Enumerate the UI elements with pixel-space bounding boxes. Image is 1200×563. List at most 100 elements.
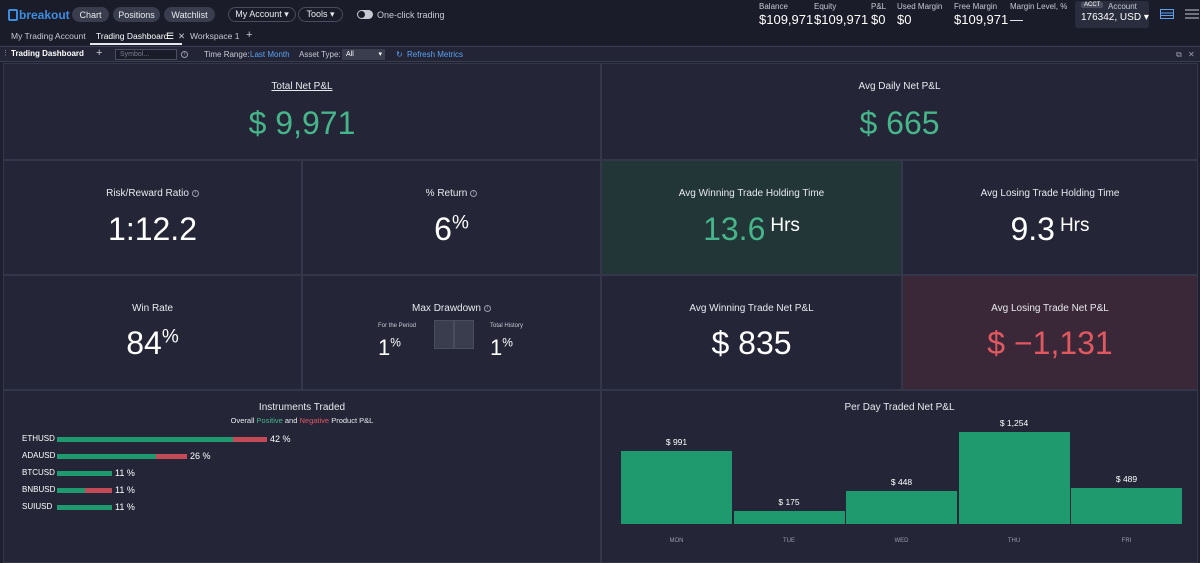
used-margin-metric: Used Margin $0: [897, 2, 942, 27]
one-click-toggle[interactable]: [357, 10, 373, 19]
drawdown-swatch-right: [454, 320, 474, 349]
instrument-pct: 26 %: [190, 451, 211, 461]
account-label: Account: [1108, 2, 1137, 11]
add-widget-icon[interactable]: +: [96, 47, 103, 59]
subtitle-negative: Negative: [299, 416, 330, 425]
win-rate-label: Win Rate: [131, 303, 174, 314]
drawdown-history-value: 1: [490, 335, 503, 360]
asset-type-select[interactable]: All: [342, 49, 385, 60]
risk-reward-info-icon[interactable]: i: [191, 189, 199, 197]
drawdown-swatch-left: [434, 320, 454, 349]
instrument-name: ADAUSD: [22, 451, 56, 460]
account-selector[interactable]: ACCT Account 176342, USD ▾: [1075, 1, 1149, 28]
time-range-label: Time Range:: [204, 50, 250, 59]
toolbar-title: Trading Dashboard: [11, 49, 84, 58]
refresh-metrics-button[interactable]: Refresh Metrics: [407, 50, 464, 59]
subtitle-positive: Positive: [256, 416, 283, 425]
chart-value-label: $ 448: [890, 477, 913, 488]
chart-bar[interactable]: [846, 491, 957, 524]
avg-win-hold-value: 13.6: [703, 211, 766, 247]
chart-value-label: $ 1,254: [999, 418, 1029, 428]
tab-close-icon[interactable]: ✕: [178, 31, 186, 41]
pct-return-label: % Return: [425, 188, 468, 199]
drawdown-period-label: For the Period: [378, 323, 417, 329]
balance-value: $109,971: [759, 12, 814, 27]
one-click-label: One-click trading: [377, 10, 445, 20]
avg-win-hold-value-wrap: 13.6 Hrs: [601, 211, 902, 248]
instrument-pct: 11 %: [115, 502, 135, 512]
time-range-value[interactable]: Last Month: [250, 50, 290, 59]
popout-icon[interactable]: ⧉: [1176, 50, 1182, 59]
chart-button[interactable]: Chart: [72, 7, 109, 22]
symbol-input[interactable]: Symbol...: [115, 49, 177, 60]
tab-trading-dashboard[interactable]: Trading Dashboard: [96, 31, 169, 41]
top-bar: breakout Chart Positions Watchlist My Ac…: [0, 0, 1200, 30]
drawdown-history-unit: %: [502, 335, 513, 350]
max-drawdown-info-icon[interactable]: i: [483, 304, 491, 312]
equity-value: $109,971: [814, 12, 869, 27]
avg-loss-net-label: Avg Losing Trade Net P&L: [991, 303, 1109, 314]
layout-icon[interactable]: [1160, 9, 1174, 19]
chart-category-label: WED: [894, 538, 909, 544]
instrument-name: BNBUSD: [22, 485, 56, 494]
win-rate-value: 84: [126, 325, 162, 361]
win-rate-value-wrap: 84%: [3, 325, 302, 362]
win-rate-panel: [3, 275, 302, 390]
instrument-negative-bar: [233, 437, 267, 442]
avg-win-net-panel: [601, 275, 902, 390]
drawdown-history-wrap: 1%: [490, 335, 513, 361]
app-logo[interactable]: breakout: [8, 8, 70, 22]
close-panel-icon[interactable]: ✕: [1188, 50, 1195, 59]
free-margin-label: Free Margin: [954, 2, 998, 11]
instrument-name: BTCUSD: [22, 468, 55, 477]
chart-bar[interactable]: [1071, 488, 1182, 524]
margin-level-value: —: [1010, 12, 1023, 27]
chart-bar[interactable]: [621, 451, 732, 524]
max-drawdown-label: Max Drawdown: [412, 303, 481, 314]
add-tab-icon[interactable]: +: [246, 29, 253, 41]
menu-icon[interactable]: [1185, 9, 1199, 19]
avg-loss-hold-unit: Hrs: [1059, 215, 1090, 236]
instrument-name: ETHUSD: [22, 434, 55, 443]
info-icon[interactable]: i: [181, 51, 188, 58]
balance-label: Balance: [759, 2, 788, 11]
equity-label: Equity: [814, 2, 837, 11]
avg-loss-hold-panel: [902, 160, 1198, 275]
used-margin-value: $0: [897, 12, 912, 27]
tools-menu[interactable]: Tools ▾: [298, 7, 343, 22]
tab-menu-icon[interactable]: ☰: [166, 31, 175, 41]
account-value: 176342, USD ▾: [1081, 12, 1149, 23]
pl-label: P&L: [871, 2, 887, 11]
active-tab-indicator: [90, 43, 182, 45]
watchlist-button[interactable]: Watchlist: [164, 7, 215, 22]
free-margin-value: $109,971: [954, 12, 1009, 27]
instrument-pct: 11 %: [115, 468, 135, 478]
avg-win-hold-panel: [601, 160, 902, 275]
refresh-icon[interactable]: ↻: [396, 50, 403, 59]
chart-bar[interactable]: [733, 511, 845, 524]
pl-value: $0: [871, 12, 886, 27]
instrument-pct: 42 %: [270, 434, 291, 444]
per-day-chart-title: Per Day Traded Net P&L: [844, 402, 955, 413]
tab-workspace-1[interactable]: Workspace 1: [190, 31, 240, 41]
my-account-menu[interactable]: My Account ▾: [228, 7, 296, 22]
instrument-positive-bar: [57, 471, 112, 476]
positions-button[interactable]: Positions: [113, 7, 160, 22]
tab-my-trading-account[interactable]: My Trading Account: [11, 31, 86, 41]
avg-daily-net-pl-panel: [601, 63, 1198, 160]
balance-metric: Balance $109,971: [759, 2, 813, 27]
pct-return-info-icon[interactable]: i: [470, 189, 478, 197]
equity-metric: Equity $109,971: [814, 2, 868, 27]
total-net-pl-value: $ 9,971: [248, 105, 356, 141]
chart-bar[interactable]: [958, 432, 1070, 524]
drawdown-history-label: Total History: [490, 323, 524, 329]
drag-handle-icon[interactable]: ⋮: [2, 50, 9, 57]
instrument-name: SUIUSD: [22, 502, 53, 511]
drawdown-period-value: 1: [378, 335, 391, 360]
instrument-negative-bar: [84, 488, 112, 493]
instrument-negative-bar: [155, 454, 187, 459]
pct-return-value-wrap: 6%: [302, 211, 601, 248]
chart-category-label: THU: [1007, 538, 1021, 544]
margin-level-metric: Margin Level, % —: [1010, 2, 1067, 27]
risk-reward-label: Risk/Reward Ratio: [106, 188, 189, 199]
